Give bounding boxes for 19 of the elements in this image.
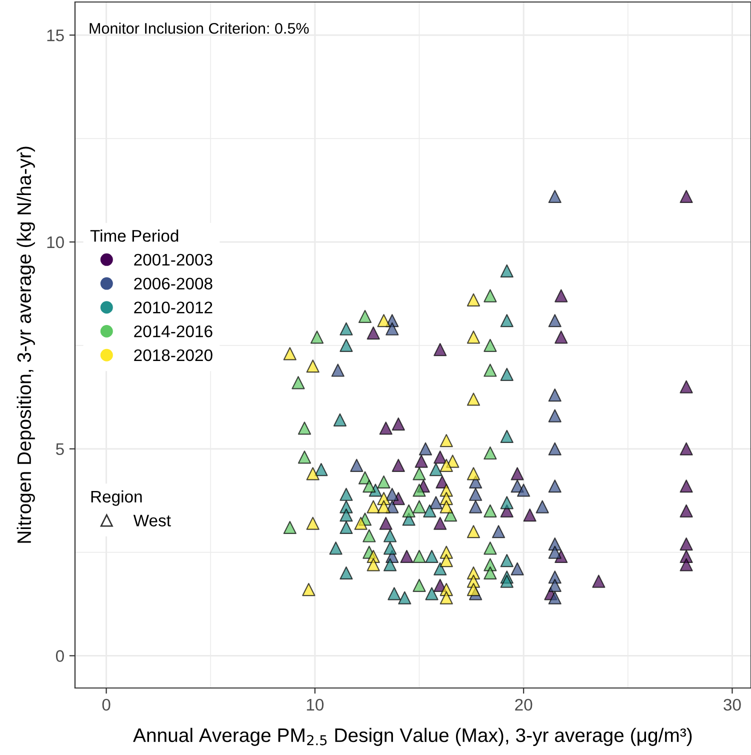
legend-label: 2010-2012 bbox=[134, 302, 212, 314]
legend-label: 2014-2016 bbox=[134, 325, 212, 338]
legend-label: 2006-2008 bbox=[134, 278, 212, 290]
x-axis-title: Annual Average PM$_{2.5}$ Design Value (Max), 3-yr average (μg/m³) bbox=[133, 728, 692, 746]
annotation: West bbox=[133, 514, 171, 526]
x-tick-label: 10 bbox=[306, 698, 324, 711]
x-tick-label: 30 bbox=[724, 698, 741, 711]
y-tick-label: 15 bbox=[47, 30, 64, 42]
legend-title: Time Period bbox=[90, 230, 178, 242]
y-tick-label: 10 bbox=[47, 236, 64, 248]
y-tick-label: 5 bbox=[56, 443, 64, 456]
annotation: Region bbox=[91, 490, 142, 506]
legend-label: 2018-2020 bbox=[134, 349, 212, 362]
legend-label: 2001-2003 bbox=[134, 254, 212, 266]
x-tick-label: 20 bbox=[515, 698, 532, 711]
y-tick-label: 0 bbox=[56, 650, 64, 662]
annotation: Monitor Inclusion Criterion: 0.5% bbox=[90, 22, 309, 34]
x-tick-label: 0 bbox=[102, 698, 110, 711]
y-axis-title: Nitrogen Deposition, 3-yr average (kg N/ha-yr) bbox=[16, 146, 35, 543]
